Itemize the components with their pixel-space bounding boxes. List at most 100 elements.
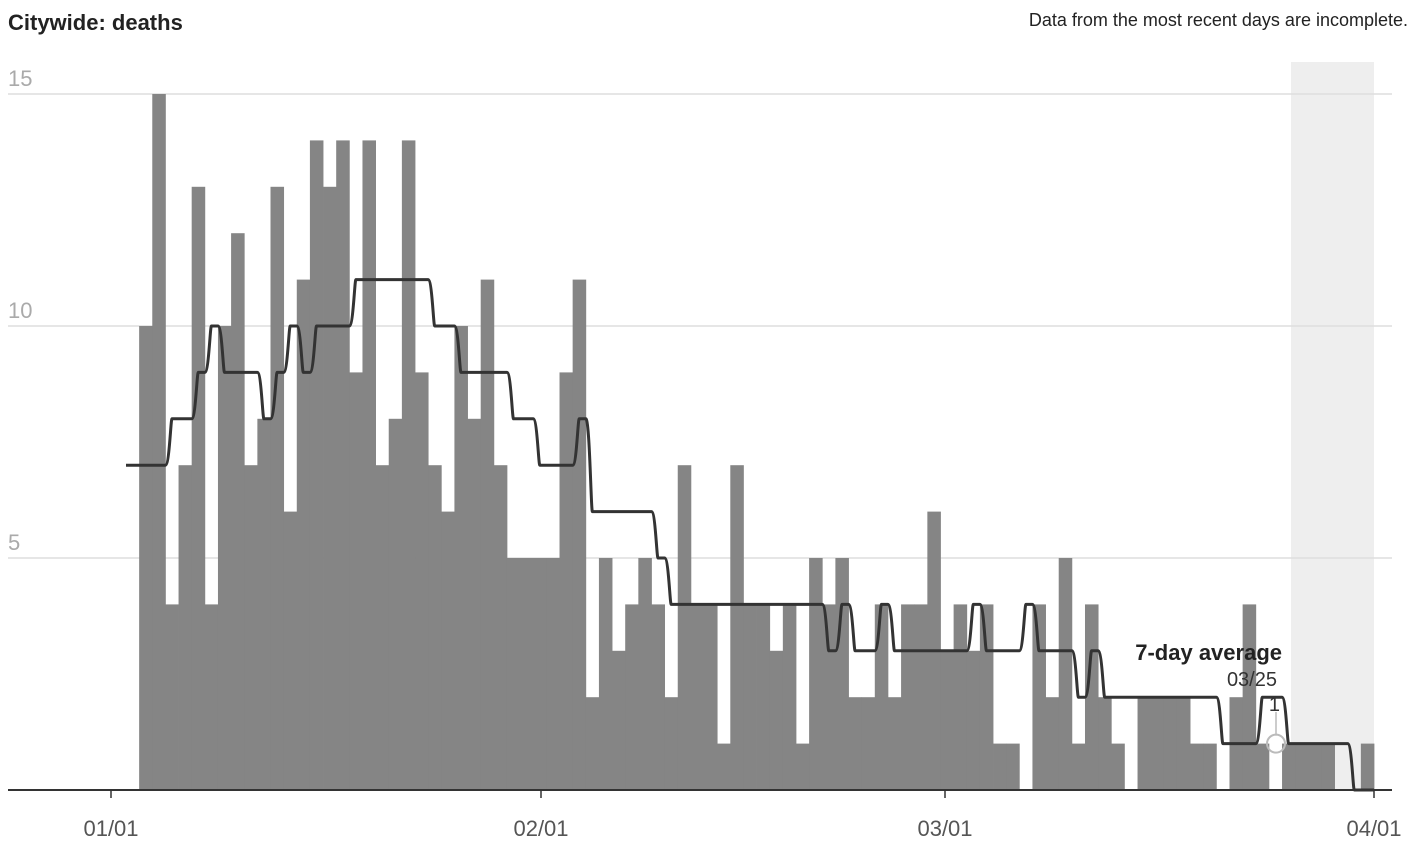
bar — [388, 418, 403, 790]
bar — [979, 604, 994, 790]
bar — [375, 465, 390, 790]
annotation-value: 1 — [1269, 694, 1280, 716]
bar — [1045, 697, 1060, 790]
bar — [1111, 743, 1125, 790]
bar — [835, 558, 849, 790]
y-tick-label: 5 — [8, 530, 20, 555]
bar — [914, 604, 928, 790]
y-tick-label: 15 — [8, 66, 32, 91]
bar — [1190, 743, 1204, 790]
bar — [572, 279, 587, 790]
incomplete-data-note: Data from the most recent days are incom… — [1028, 10, 1408, 30]
bar — [809, 558, 823, 790]
bar — [874, 604, 889, 790]
bar — [795, 743, 810, 790]
bar — [480, 279, 495, 790]
bar — [690, 604, 705, 790]
bar — [336, 140, 350, 790]
bar — [257, 418, 271, 790]
bar — [1203, 743, 1217, 790]
bar — [178, 465, 193, 790]
bar — [520, 558, 534, 790]
bar — [1295, 743, 1309, 790]
bar — [822, 604, 836, 790]
bar — [349, 372, 363, 790]
y-tick-label: 10 — [8, 298, 32, 323]
bar — [309, 140, 324, 790]
bar — [546, 558, 560, 790]
bar — [270, 186, 285, 791]
bar — [1071, 743, 1086, 790]
bar — [559, 372, 574, 790]
bar — [533, 558, 547, 790]
bar — [1137, 697, 1152, 790]
x-tick-label: 03/01 — [917, 816, 972, 841]
bar — [848, 697, 863, 790]
bar — [638, 558, 652, 790]
bar — [362, 140, 376, 790]
bar — [743, 604, 757, 790]
bar — [756, 604, 771, 790]
bar — [165, 604, 179, 790]
bar — [677, 465, 692, 790]
chart-title: Citywide: deaths — [8, 10, 183, 35]
bar — [323, 186, 337, 791]
bar — [625, 604, 639, 790]
bar — [467, 418, 482, 790]
bar — [704, 604, 718, 790]
bar — [717, 743, 731, 790]
bar — [769, 650, 784, 790]
bar — [598, 558, 613, 790]
bar — [428, 465, 442, 790]
bar — [296, 279, 311, 790]
bar — [993, 743, 1007, 790]
bar — [441, 511, 455, 790]
bar — [401, 140, 416, 790]
bar — [1242, 604, 1257, 790]
x-tick-label: 02/01 — [513, 816, 568, 841]
bar — [139, 326, 153, 790]
bar — [191, 186, 206, 791]
bar — [1282, 743, 1296, 790]
bar — [1006, 743, 1020, 790]
bar — [1032, 604, 1046, 790]
bar — [1098, 697, 1112, 790]
x-tick-label: 04/01 — [1346, 816, 1401, 841]
x-tick-label: 01/01 — [83, 816, 138, 841]
bar — [1163, 697, 1178, 790]
bar — [966, 650, 981, 790]
bar — [861, 697, 876, 790]
bar — [204, 604, 219, 790]
incomplete-data-band — [1291, 62, 1374, 790]
bar — [651, 604, 666, 790]
bar — [1255, 743, 1270, 790]
bar — [887, 697, 902, 790]
bar — [1058, 558, 1073, 790]
bar — [454, 326, 468, 790]
bar — [1308, 743, 1322, 790]
bar — [283, 511, 298, 790]
bar — [415, 372, 429, 790]
bar — [953, 604, 968, 790]
annotation-label: 7-day average — [1135, 640, 1282, 665]
bar — [585, 697, 600, 790]
bar — [901, 604, 915, 790]
bar — [730, 465, 744, 790]
bar — [940, 650, 955, 790]
bar — [782, 604, 797, 790]
seven-day-average-line — [126, 278, 1374, 792]
bar — [1150, 697, 1165, 790]
bar — [1321, 743, 1335, 790]
bar — [1084, 604, 1099, 790]
annotation-marker — [1266, 733, 1286, 754]
bar — [1176, 697, 1191, 790]
bar — [1360, 743, 1375, 790]
bar — [152, 94, 166, 790]
bar — [217, 326, 232, 790]
bar — [244, 465, 258, 790]
bar — [664, 697, 679, 790]
bar — [612, 650, 626, 790]
bar — [231, 233, 245, 790]
bar — [493, 465, 508, 790]
